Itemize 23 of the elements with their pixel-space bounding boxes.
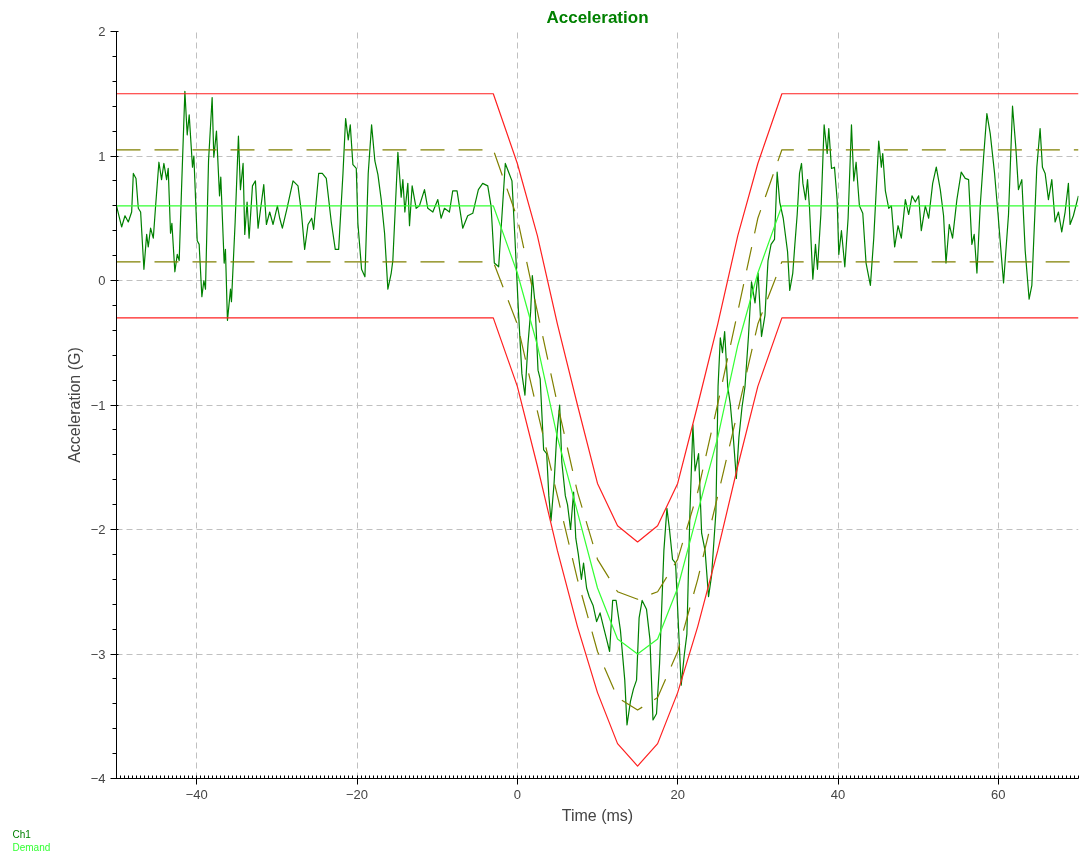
y-tick-label: 0: [98, 273, 106, 288]
y-tick-label: −4: [90, 771, 106, 786]
line-series: [116, 93, 1079, 543]
x-axis-title: Time (ms): [561, 806, 634, 824]
x-tick-label: −20: [345, 786, 369, 802]
y-tick-label: 2: [98, 24, 106, 39]
line-series: [116, 317, 1079, 767]
chart-title: Acceleration: [546, 7, 649, 27]
line-series: [116, 149, 1079, 600]
x-tick-label: 40: [830, 786, 846, 802]
x-tick-label: −40: [185, 786, 208, 802]
y-tick-label: −3: [90, 646, 106, 662]
y-axis-title: Acceleration (G): [65, 347, 83, 463]
text: Demand: [12, 841, 51, 852]
text: Ch1: [12, 828, 32, 840]
x-tick-label: 0: [513, 786, 521, 802]
y-tick-label: −1: [90, 397, 106, 413]
x-tick-label: 60: [991, 786, 1006, 802]
y-tick-label: 1: [98, 148, 106, 164]
line-series: [116, 205, 1079, 655]
y-tick-label: −2: [90, 522, 106, 537]
x-tick-label: 20: [670, 786, 685, 802]
line-series: [116, 90, 1079, 726]
